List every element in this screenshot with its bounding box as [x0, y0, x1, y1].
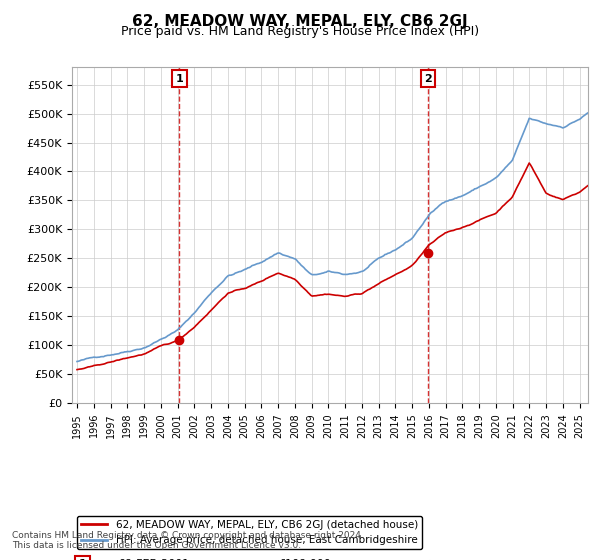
Text: 62, MEADOW WAY, MEPAL, ELY, CB6 2GJ: 62, MEADOW WAY, MEPAL, ELY, CB6 2GJ [132, 14, 468, 29]
Legend: 62, MEADOW WAY, MEPAL, ELY, CB6 2GJ (detached house), HPI: Average price, detach: 62, MEADOW WAY, MEPAL, ELY, CB6 2GJ (det… [77, 516, 422, 549]
Text: Price paid vs. HM Land Registry's House Price Index (HPI): Price paid vs. HM Land Registry's House … [121, 25, 479, 38]
Text: 2: 2 [424, 74, 432, 84]
Text: Contains HM Land Registry data © Crown copyright and database right 2024.
This d: Contains HM Land Registry data © Crown c… [12, 530, 364, 550]
Text: 1: 1 [176, 74, 183, 84]
